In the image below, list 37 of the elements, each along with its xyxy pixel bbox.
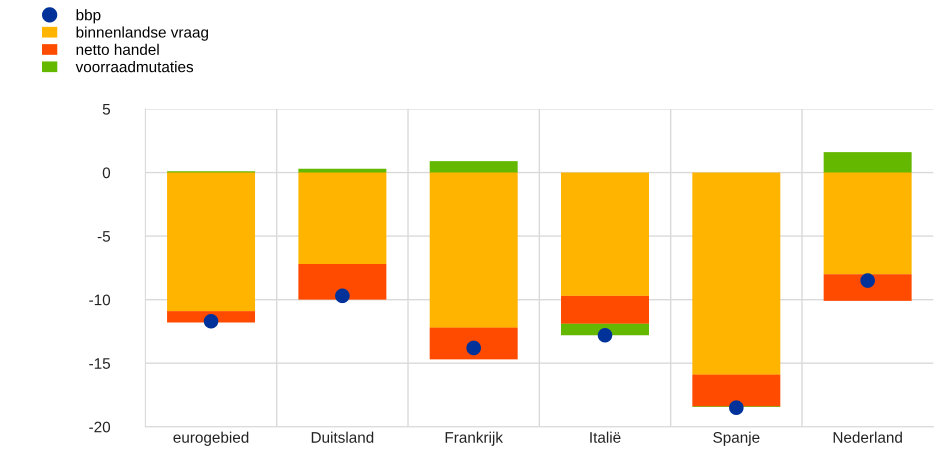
- y-tick-label: -15: [89, 358, 110, 369]
- point: [860, 273, 875, 288]
- bar: [692, 374, 780, 406]
- legend-label: bbp: [76, 9, 100, 24]
- legend-label: binnenlandse vraag: [76, 26, 208, 41]
- bar: [824, 274, 912, 301]
- bar: [167, 172, 256, 312]
- x-tick-label: Frankrijk: [446, 432, 503, 446]
- bar: [430, 172, 518, 328]
- bar: [298, 172, 386, 264]
- y-tick-label: -5: [98, 231, 110, 242]
- legend-label: voorraadmutaties: [76, 61, 194, 72]
- x-tick-label: Duitsland: [312, 432, 374, 443]
- x-tick-label: Spanje: [713, 432, 760, 446]
- bar: [824, 172, 912, 274]
- point: [466, 340, 481, 356]
- y-tick-label: 0: [102, 167, 110, 178]
- x-tick-label: Nederland: [834, 432, 902, 443]
- point: [204, 314, 218, 329]
- bar: [561, 296, 649, 324]
- y-tick-label: -20: [89, 422, 110, 432]
- bar: [561, 172, 649, 296]
- point: [598, 328, 612, 343]
- bar: [692, 172, 780, 375]
- y-tick-label: 5: [102, 104, 110, 115]
- bar: [298, 264, 386, 300]
- bar: [298, 168, 386, 173]
- bar: [824, 152, 912, 173]
- bar: [430, 161, 518, 173]
- point: [729, 400, 744, 415]
- x-tick-label: Italië: [590, 432, 620, 443]
- point: [335, 288, 350, 304]
- bar: [167, 311, 256, 323]
- y-tick-label: -10: [89, 294, 110, 306]
- legend-label: netto handel: [76, 44, 159, 55]
- x-tick-label: eurogebied: [173, 432, 248, 446]
- bar: [430, 328, 518, 360]
